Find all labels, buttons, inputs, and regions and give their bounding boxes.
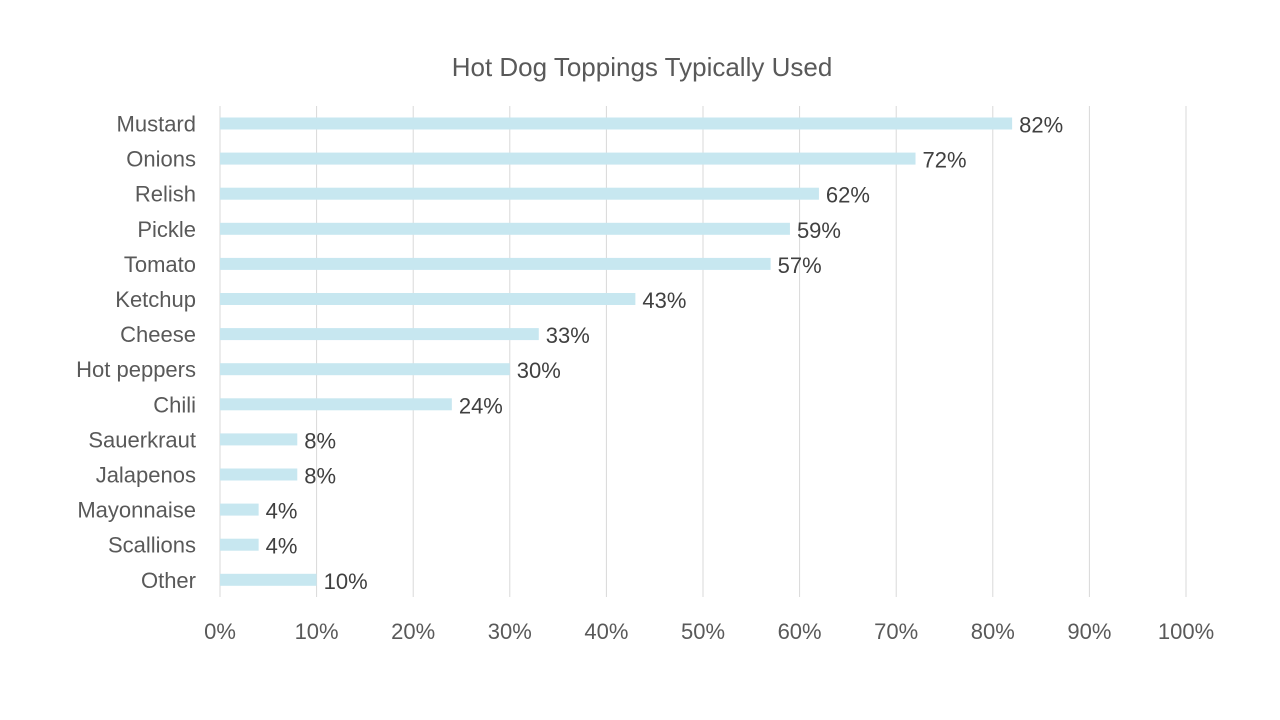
category-label: Other	[141, 568, 196, 593]
category-label: Ketchup	[115, 287, 196, 312]
bar	[220, 187, 819, 200]
x-tick-label: 0%	[204, 619, 236, 644]
data-label: 4%	[266, 534, 298, 559]
category-label: Relish	[135, 182, 196, 207]
bar	[220, 503, 259, 516]
bar	[220, 328, 539, 341]
bar	[220, 433, 298, 446]
category-label: Sauerkraut	[88, 427, 196, 452]
bar	[220, 152, 916, 165]
bar	[220, 398, 452, 411]
category-label: Hot peppers	[76, 357, 196, 382]
x-tick-label: 30%	[488, 619, 532, 644]
category-label: Scallions	[108, 533, 196, 558]
category-label: Onions	[126, 147, 196, 172]
data-label: 62%	[826, 183, 870, 208]
data-label: 8%	[304, 464, 336, 489]
data-label: 33%	[546, 323, 590, 348]
data-label: 24%	[459, 393, 503, 418]
x-tick-label: 70%	[874, 619, 918, 644]
bar	[220, 117, 1013, 130]
x-tick-label: 20%	[391, 619, 435, 644]
bar	[220, 293, 636, 305]
category-label: Pickle	[137, 217, 196, 242]
data-label: 43%	[642, 288, 686, 313]
bar	[220, 363, 510, 376]
x-tick-label: 50%	[681, 619, 725, 644]
x-tick-label: 60%	[778, 619, 822, 644]
bar	[220, 538, 259, 551]
data-label: 4%	[266, 499, 298, 524]
bar	[220, 468, 298, 481]
x-tick-label: 40%	[584, 619, 628, 644]
data-label: 82%	[1019, 113, 1063, 138]
x-tick-label: 10%	[295, 619, 339, 644]
category-label: Jalapenos	[96, 463, 196, 488]
data-label: 30%	[517, 358, 561, 383]
category-label: Mayonnaise	[77, 498, 196, 523]
data-label: 59%	[797, 218, 841, 243]
x-tick-label: 100%	[1158, 619, 1214, 644]
x-tick-label: 80%	[971, 619, 1015, 644]
category-label: Chili	[153, 392, 196, 417]
data-label: 57%	[778, 253, 822, 278]
data-label: 10%	[324, 569, 368, 594]
bar	[220, 257, 771, 270]
bar	[220, 222, 790, 235]
bar	[220, 573, 317, 586]
category-label: Tomato	[124, 252, 196, 277]
data-label: 72%	[923, 148, 967, 173]
x-tick-label: 90%	[1067, 619, 1111, 644]
category-label: Cheese	[120, 322, 196, 347]
data-label: 8%	[304, 428, 336, 453]
chart-title: Hot Dog Toppings Typically Used	[451, 52, 833, 82]
category-label: Mustard	[117, 112, 196, 137]
